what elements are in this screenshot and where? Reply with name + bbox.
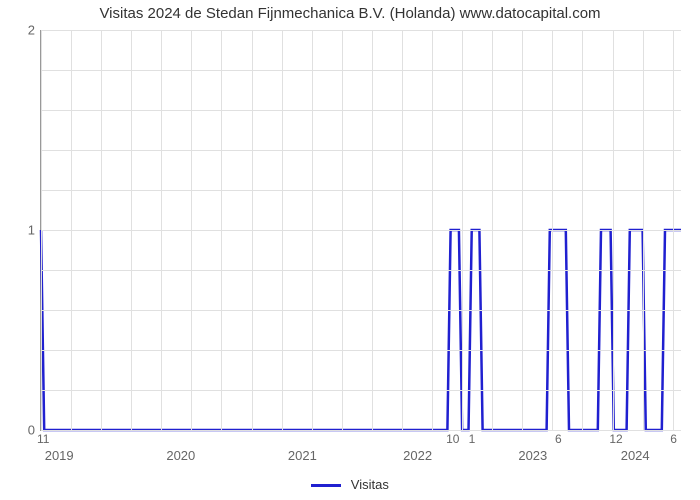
visits-chart: Visitas 2024 de Stedan Fijnmechanica B.V… — [0, 0, 700, 500]
chart-title: Visitas 2024 de Stedan Fijnmechanica B.V… — [0, 5, 700, 22]
y-tick: 2 — [28, 23, 35, 38]
legend: Visitas — [0, 477, 700, 492]
x-sub-tick: 1 — [469, 432, 476, 446]
x-year-tick: 2024 — [621, 448, 650, 463]
x-sub-tick: 11 — [37, 432, 49, 446]
y-tick: 0 — [28, 423, 35, 438]
x-sub-tick: 12 — [609, 432, 622, 446]
x-year-tick: 2023 — [518, 448, 547, 463]
x-year-tick: 2022 — [403, 448, 432, 463]
x-year-tick: 2019 — [45, 448, 74, 463]
x-sub-tick: 10 — [446, 432, 459, 446]
x-sub-tick: 6 — [555, 432, 562, 446]
legend-label: Visitas — [351, 477, 389, 492]
y-tick: 1 — [28, 223, 35, 238]
legend-swatch — [311, 484, 341, 487]
x-year-tick: 2020 — [166, 448, 195, 463]
x-year-tick: 2021 — [288, 448, 317, 463]
x-sub-tick: 6 — [670, 432, 677, 446]
plot-area — [40, 30, 681, 431]
